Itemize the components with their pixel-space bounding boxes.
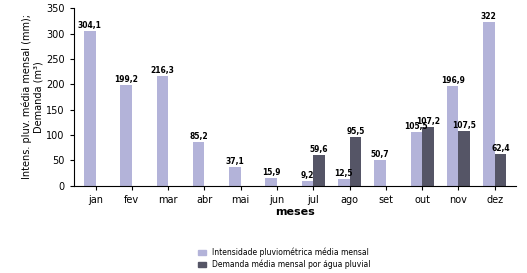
Text: 12,5: 12,5: [335, 169, 353, 178]
Text: 304,1: 304,1: [78, 22, 102, 31]
Text: 107,5: 107,5: [452, 121, 476, 130]
Bar: [301, 181, 313, 186]
Text: 50,7: 50,7: [370, 150, 389, 159]
Bar: [120, 85, 132, 186]
Bar: [495, 154, 506, 186]
Text: 62,4: 62,4: [491, 144, 510, 153]
Bar: [266, 177, 277, 186]
Text: 15,9: 15,9: [262, 168, 280, 177]
Bar: [458, 131, 470, 186]
Text: 107,2: 107,2: [416, 117, 440, 126]
Bar: [157, 76, 168, 186]
Bar: [411, 132, 422, 186]
Text: 216,3: 216,3: [150, 66, 174, 75]
Text: 322: 322: [481, 12, 497, 21]
Bar: [349, 137, 361, 186]
Text: 105,5: 105,5: [405, 122, 428, 131]
Bar: [229, 167, 241, 186]
Bar: [422, 127, 434, 186]
Bar: [193, 143, 204, 186]
Bar: [483, 22, 495, 186]
Bar: [447, 86, 458, 186]
X-axis label: meses: meses: [275, 207, 315, 218]
Bar: [338, 179, 349, 186]
Bar: [313, 155, 325, 186]
Bar: [84, 31, 95, 186]
Text: 37,1: 37,1: [226, 157, 244, 166]
Legend: Intensidade pluviométrica média mensal, Demanda média mensal por água pluvial: Intensidade pluviométrica média mensal, …: [199, 248, 370, 269]
Text: 199,2: 199,2: [114, 75, 138, 84]
Text: 95,5: 95,5: [346, 127, 365, 136]
Text: 85,2: 85,2: [189, 132, 208, 141]
Text: 9,2: 9,2: [301, 171, 314, 180]
Y-axis label: Intens. pluv. média mensal (mm);
Demanda (m³): Intens. pluv. média mensal (mm); Demanda…: [21, 14, 43, 179]
Text: 59,6: 59,6: [310, 146, 328, 155]
Text: 196,9: 196,9: [441, 76, 464, 85]
Bar: [374, 160, 386, 186]
